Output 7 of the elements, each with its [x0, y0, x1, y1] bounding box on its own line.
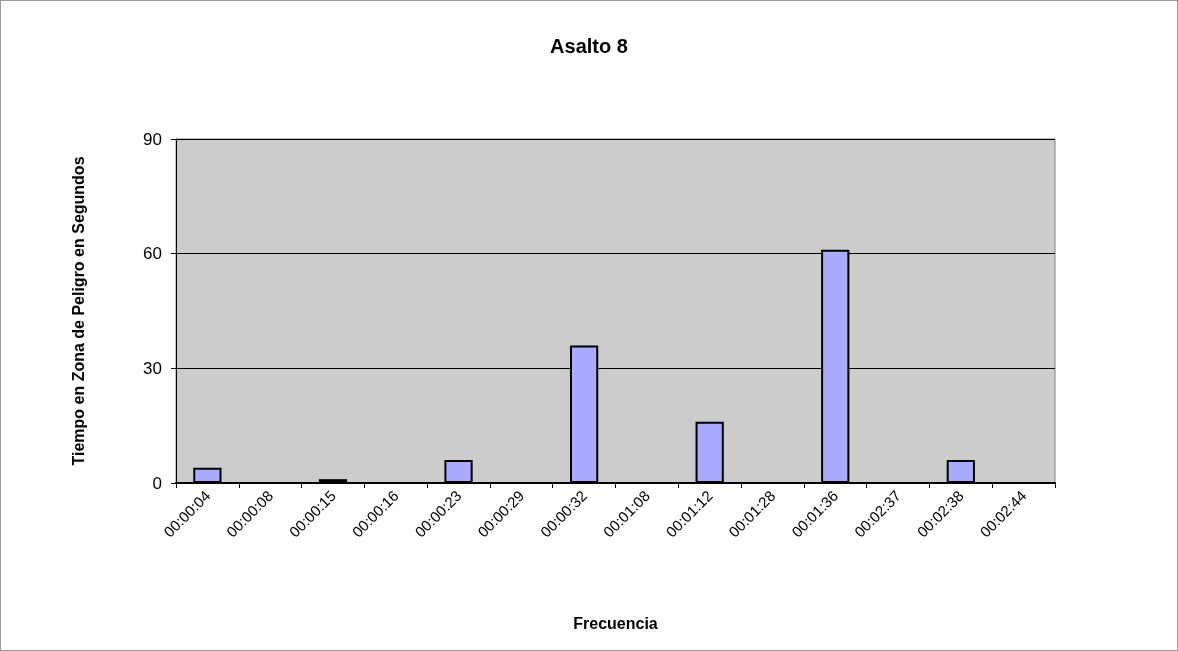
y-tick-label: 30: [143, 358, 162, 378]
y-axis-title: Tiempo en Zona de Peligro en Segundos: [69, 156, 87, 466]
chart-title: Asalto 8: [550, 35, 628, 57]
y-tick-label: 60: [143, 244, 162, 264]
y-tick-label: 90: [143, 129, 162, 149]
y-tick-label: 0: [152, 473, 162, 493]
x-axis-title: Frecuencia: [573, 614, 658, 632]
